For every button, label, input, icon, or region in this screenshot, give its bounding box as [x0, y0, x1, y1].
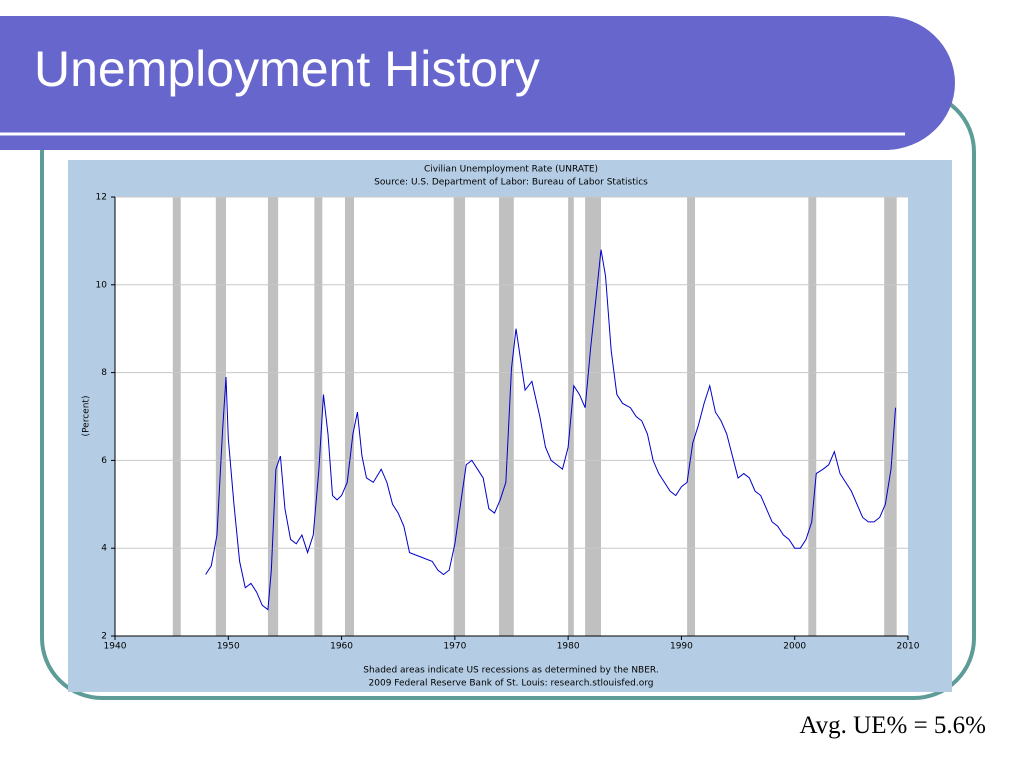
recession-band [884, 197, 897, 636]
x-tick-label: 1980 [557, 642, 580, 652]
recession-band [453, 197, 466, 636]
unemployment-line [205, 249, 897, 611]
x-tick-label: 1990 [670, 642, 693, 652]
slide-note: Avg. UE% = 5.6% [799, 712, 986, 739]
chart-note: 2009 Federal Reserve Bank of St. Louis: … [369, 679, 654, 689]
recession-band [172, 197, 181, 636]
recession-band [585, 197, 601, 636]
y-tick-label: 12 [96, 193, 107, 203]
chart-note: Shaded areas indicate US recessions as d… [363, 666, 658, 676]
chart-subtitle: Source: U.S. Department of Labor: Bureau… [374, 178, 648, 188]
y-tick-label: 8 [101, 368, 107, 378]
recession-band [344, 197, 355, 636]
recession-band [687, 197, 696, 636]
slide-title: Unemployment History [34, 41, 540, 97]
x-tick-label: 1940 [104, 642, 127, 652]
y-tick-label: 2 [101, 632, 107, 642]
title-banner [0, 16, 955, 150]
chart: Civilian Unemployment Rate (UNRATE) Sour… [68, 160, 952, 692]
x-tick-label: 2010 [897, 642, 920, 652]
y-tick-label: 10 [96, 280, 108, 290]
x-tick-label: 1970 [443, 642, 466, 652]
recession-band [267, 197, 279, 636]
chart-title: Civilian Unemployment Rate (UNRATE) [424, 165, 598, 175]
recession-band [314, 197, 323, 636]
recession-band [808, 197, 817, 636]
y-tick-label: 4 [101, 544, 107, 554]
y-axis-label: (Percent) [82, 396, 92, 437]
x-tick-label: 2000 [783, 642, 806, 652]
x-tick-label: 1960 [330, 642, 353, 652]
x-tick-label: 1950 [217, 642, 240, 652]
recession-band [499, 197, 514, 636]
recession-band [215, 197, 227, 636]
y-tick-label: 6 [101, 456, 107, 466]
